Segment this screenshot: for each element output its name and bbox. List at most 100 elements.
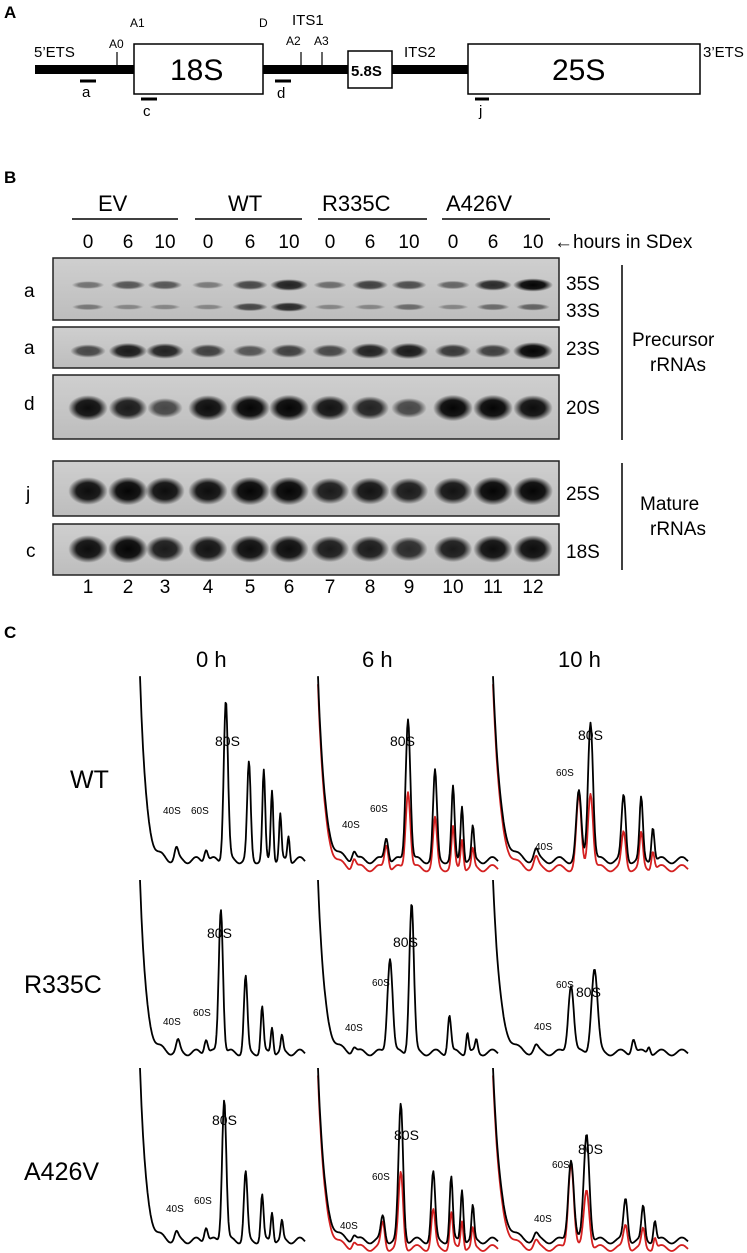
row4-probe: j	[25, 484, 30, 505]
blot-strip	[52, 523, 560, 576]
blot-band	[516, 303, 550, 311]
blot-band	[433, 477, 473, 505]
mature-label-2: rRNAs	[650, 519, 706, 540]
peak-label: 60S	[552, 1160, 570, 1171]
lane-number: 6	[284, 577, 295, 598]
blot-strip	[52, 326, 560, 369]
blot-band	[112, 304, 144, 310]
peak-label: 40S	[345, 1023, 363, 1034]
profile-trace-group	[317, 1067, 499, 1252]
hour-label: 0	[448, 232, 459, 253]
blot-band	[392, 303, 426, 311]
probe-c-label: c	[143, 103, 151, 120]
lane-number: 7	[325, 577, 336, 598]
profile-trace-black	[317, 676, 499, 865]
lane-number: 5	[245, 577, 256, 598]
blot-band	[310, 535, 350, 563]
band-33s: 33S	[566, 301, 600, 322]
mature-label-1: Mature	[640, 494, 699, 515]
strain-a426v: A426V	[24, 1158, 99, 1186]
blot-band	[68, 477, 108, 505]
profile-trace-group	[492, 1067, 689, 1252]
blot-band	[190, 344, 226, 358]
blot-band	[475, 344, 511, 358]
blot-band	[188, 395, 228, 421]
profile-trace-group	[317, 676, 499, 873]
hour-label: 10	[278, 232, 299, 253]
blot-band	[72, 303, 104, 311]
lane-number: 11	[483, 577, 503, 598]
group-a426v: A426V	[446, 191, 512, 216]
blot-band	[351, 396, 389, 420]
peak-label: 80S	[207, 925, 232, 941]
blot-band	[310, 477, 350, 505]
blot-band	[108, 342, 148, 360]
blot-band	[433, 535, 473, 563]
blot-strip	[52, 257, 560, 321]
peak-label: 80S	[576, 984, 601, 1000]
lane-number: 3	[160, 577, 171, 598]
group-wt: WT	[228, 191, 262, 216]
hours-in-sdex: ←hours in SDex	[554, 232, 693, 253]
box-5-8s	[347, 50, 393, 89]
profile-trace-black	[139, 676, 306, 865]
blot-band	[389, 342, 429, 360]
blot-band	[146, 343, 184, 359]
precursor-label-1: Precursor	[632, 330, 715, 351]
hour-label: 10	[398, 232, 419, 253]
label-a0: A0	[109, 37, 124, 51]
blot-band	[232, 280, 268, 290]
blot-band	[354, 304, 386, 310]
profile-trace-group	[139, 676, 306, 865]
blot-band	[270, 302, 308, 312]
hour-label: 6	[365, 232, 376, 253]
blot-band	[147, 280, 183, 290]
label-its2: ITS2	[404, 44, 436, 61]
blot-band	[391, 398, 427, 418]
label-a1: A1	[130, 16, 145, 30]
profile-trace-black	[492, 879, 689, 1057]
northern-blots	[52, 257, 560, 576]
blot-band	[513, 395, 553, 421]
peak-label: 80S	[215, 733, 240, 749]
hour-label: 0	[325, 232, 336, 253]
blot-band	[314, 304, 346, 310]
panel-b: B EV WT R335C A426V 0 6 10 0 6 10 0 6 10 0 6 10 ←ho…	[4, 168, 715, 598]
hour-label: 0	[203, 232, 214, 253]
time-0h: 0 h	[196, 647, 227, 672]
label-a3: A3	[314, 34, 329, 48]
label-5-ets: 5’ETS	[34, 44, 75, 61]
blot-band	[436, 280, 470, 290]
blot-band	[513, 535, 553, 563]
profile-trace-black	[317, 879, 499, 1057]
peak-label: 40S	[163, 1017, 181, 1028]
blot-band	[271, 344, 307, 358]
blot-band	[474, 279, 512, 291]
lane-number: 12	[522, 577, 543, 598]
time-10h: 10 h	[558, 647, 601, 672]
row2-probe: a	[24, 338, 35, 359]
lane-number: 10	[442, 577, 463, 598]
row3-probe: d	[24, 394, 35, 415]
precursor-label-2: rRNAs	[650, 355, 706, 376]
band-25s: 25S	[566, 484, 600, 505]
peak-label: 80S	[393, 934, 418, 950]
row1-probe: a	[24, 281, 35, 302]
panel-c-letter: C	[4, 623, 16, 642]
peak-label: 40S	[166, 1204, 184, 1215]
blot-band	[270, 279, 308, 291]
blot-band	[68, 395, 108, 421]
strain-wt: WT	[70, 766, 109, 794]
blot-band	[230, 535, 270, 563]
blot-band	[232, 302, 268, 312]
blot-band	[513, 342, 553, 360]
band-20s: 20S	[566, 398, 600, 419]
label-25s: 25S	[552, 54, 605, 87]
profile-trace-group	[492, 879, 689, 1057]
blot-band	[473, 394, 513, 422]
blot-band	[188, 477, 228, 505]
peak-label: 60S	[370, 804, 388, 815]
blot-band	[269, 394, 309, 422]
peak-label: 80S	[212, 1112, 237, 1128]
blot-band	[433, 394, 473, 422]
